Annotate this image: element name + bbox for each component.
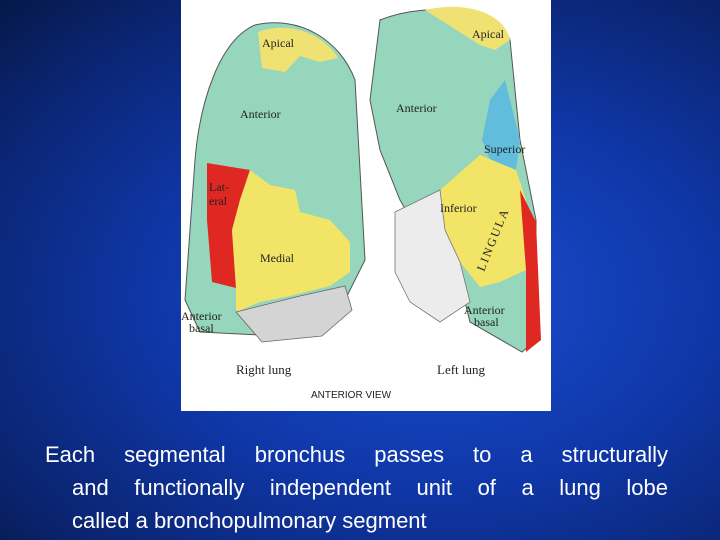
label: basal bbox=[189, 321, 214, 335]
label: Anterior bbox=[181, 309, 222, 323]
label: Superior bbox=[484, 142, 525, 156]
caption-line: and functionally independent unit of a l… bbox=[72, 475, 668, 500]
left-superior-segment bbox=[482, 80, 520, 170]
caption-line: Each segmental bronchus passes to a stru… bbox=[45, 442, 668, 467]
right-medial-segment bbox=[232, 170, 350, 312]
label: Medial bbox=[260, 251, 295, 265]
lung-name: Left lung bbox=[437, 362, 486, 377]
label: Lat- bbox=[209, 180, 229, 194]
label: Anterior bbox=[240, 107, 281, 121]
right-basal-shadow bbox=[235, 285, 353, 343]
left-inferior-segment bbox=[440, 155, 526, 287]
label: Inferior bbox=[440, 201, 477, 215]
right-apical-segment bbox=[258, 27, 338, 72]
lung-name: Right lung bbox=[236, 362, 292, 377]
label: basal bbox=[474, 315, 499, 329]
label: Anterior bbox=[464, 303, 505, 317]
label: Apical bbox=[472, 27, 505, 41]
label: Anterior bbox=[396, 101, 437, 115]
view-label: ANTERIOR VIEW bbox=[311, 390, 392, 401]
right-lateral-segment bbox=[207, 163, 250, 288]
caption-line: called a bronchopulmonary segment bbox=[72, 508, 427, 533]
left-apical-segment bbox=[425, 6, 510, 50]
label: eral bbox=[209, 194, 228, 208]
label: Apical bbox=[262, 36, 295, 50]
lung-figure: Apical Anterior Lat- eral Medial Anterio… bbox=[181, 0, 551, 411]
left-lateral-strip bbox=[520, 190, 541, 352]
left-basal-shadow bbox=[394, 189, 471, 323]
